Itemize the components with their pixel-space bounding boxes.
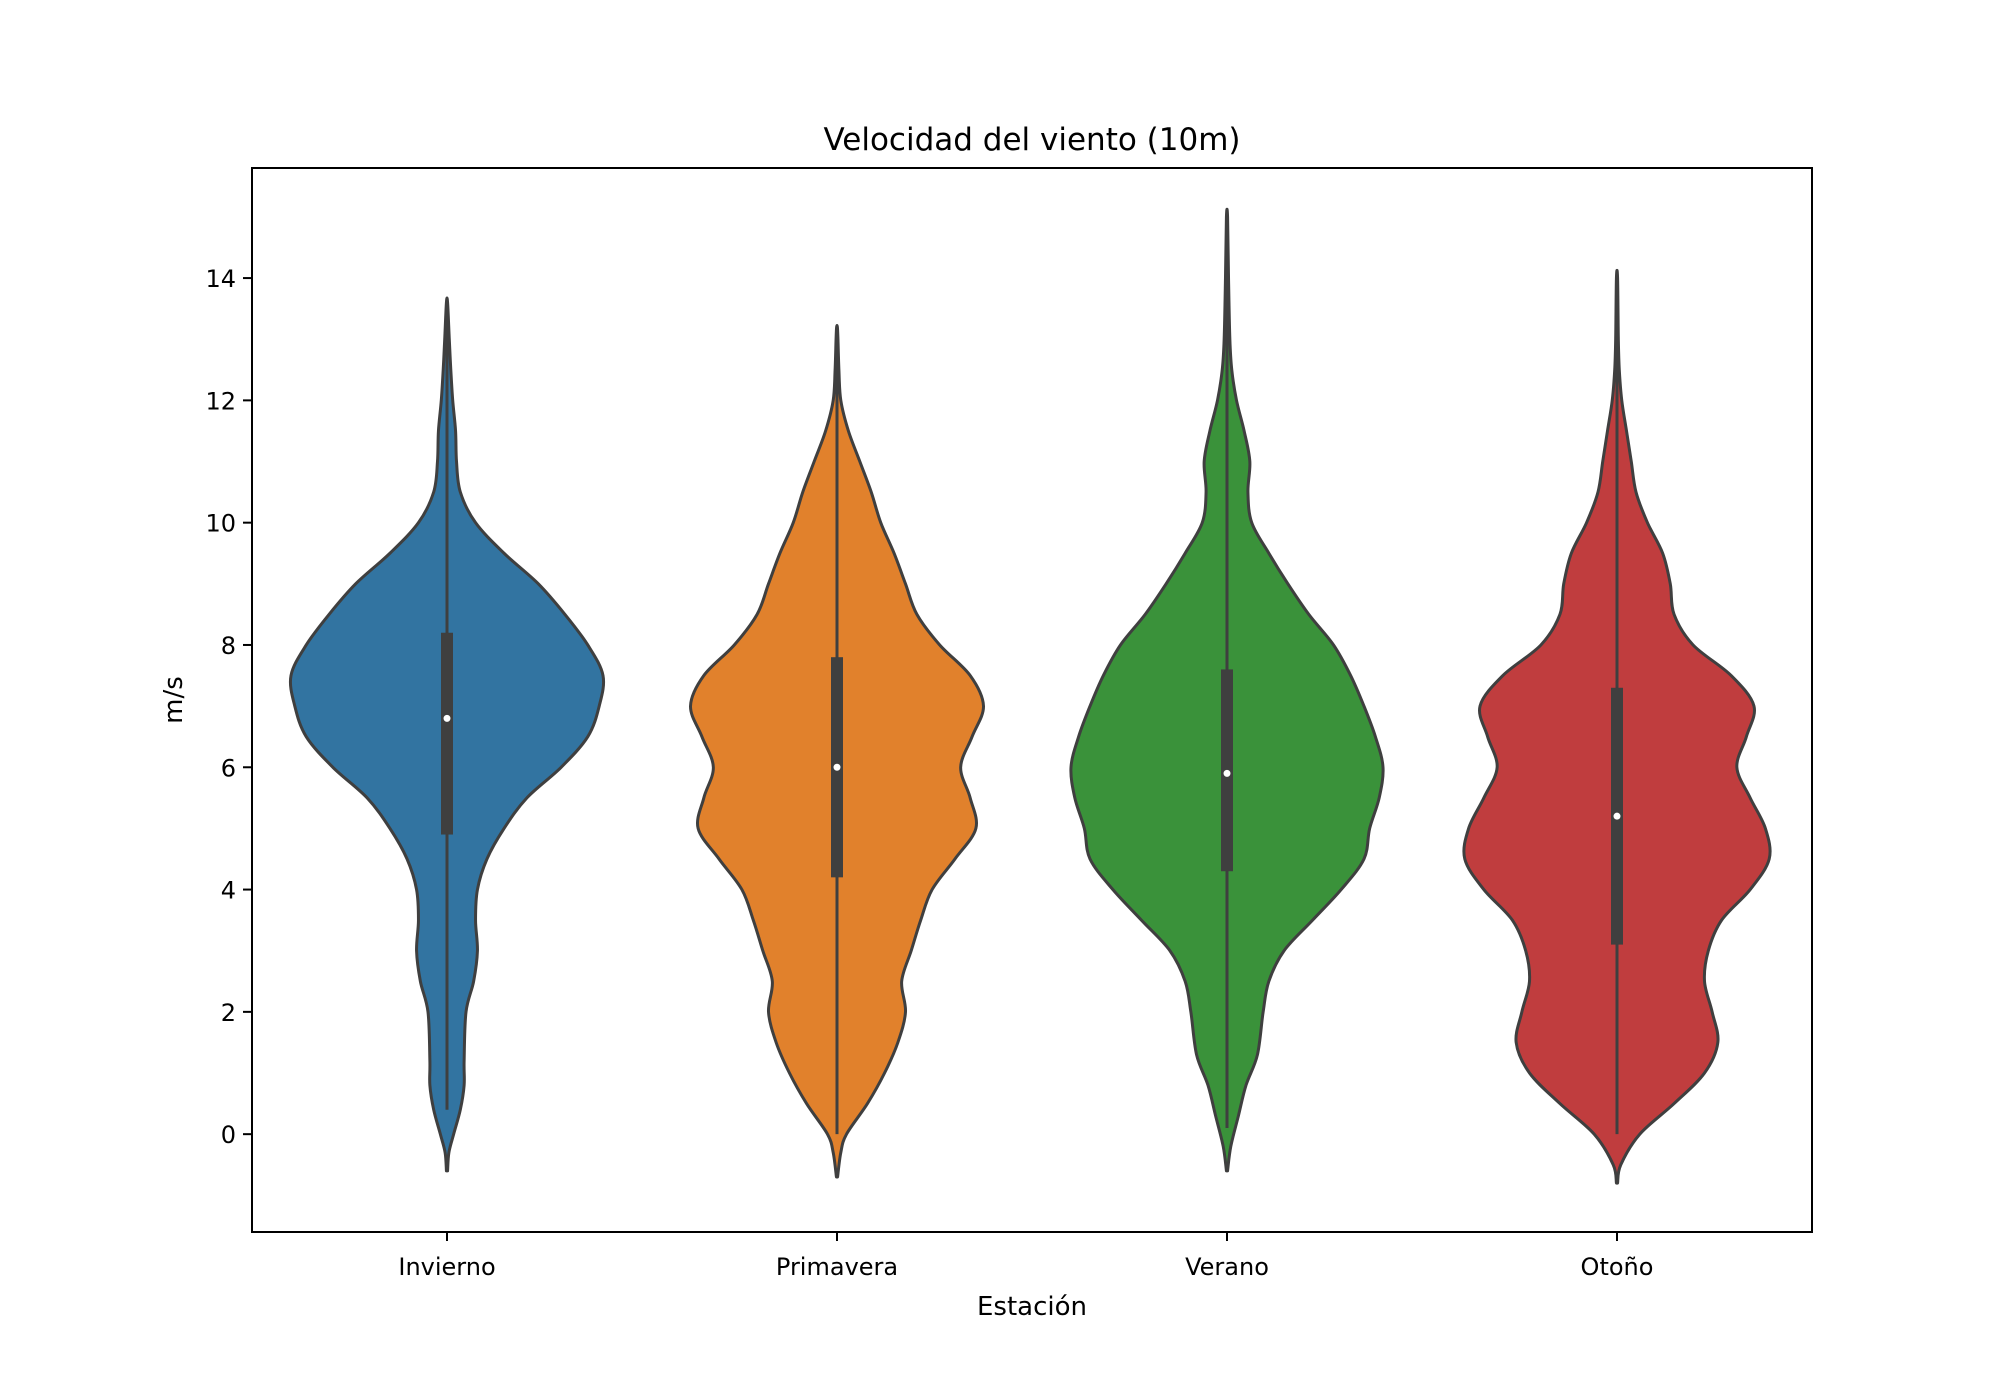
violin-median-point xyxy=(1223,769,1231,777)
y-tick-label: 10 xyxy=(205,510,236,538)
y-tick-label: 0 xyxy=(221,1121,236,1149)
x-tick-label: Primavera xyxy=(776,1253,898,1281)
violin-iqr-box xyxy=(441,632,453,835)
y-tick-label: 6 xyxy=(221,754,236,782)
plot-area-frame xyxy=(251,167,1813,1233)
x-axis-label: Estación xyxy=(977,1292,1087,1322)
y-tick-label: 12 xyxy=(205,387,236,415)
x-axis: Invierno Primavera Verano Otoño xyxy=(398,1232,1653,1281)
y-tick-label: 4 xyxy=(221,877,236,905)
violin-median-point xyxy=(443,714,451,722)
violin-3 xyxy=(1069,207,1385,1173)
chart-title: Velocidad del viento (10m) xyxy=(823,122,1240,158)
violin-2 xyxy=(689,323,985,1179)
y-tick-label: 8 xyxy=(221,632,236,660)
violins-layer xyxy=(288,207,1772,1185)
x-tick-label: Otoño xyxy=(1581,1253,1654,1281)
violin-4 xyxy=(1462,268,1772,1185)
y-tick-label: 14 xyxy=(205,265,236,293)
violin-median-point xyxy=(1613,812,1621,820)
violin-1 xyxy=(288,296,606,1173)
violin-median-point xyxy=(833,763,841,771)
y-axis-label: m/s xyxy=(159,676,189,724)
y-axis: 0 2 4 6 8 10 12 14 xyxy=(205,265,252,1149)
y-tick-label: 2 xyxy=(221,999,236,1027)
x-tick-label: Verano xyxy=(1185,1253,1269,1281)
x-tick-label: Invierno xyxy=(398,1253,495,1281)
